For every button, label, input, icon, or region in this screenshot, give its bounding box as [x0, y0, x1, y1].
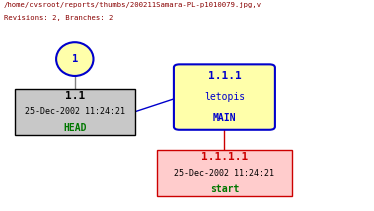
Bar: [15, 89, 135, 135]
Text: letopis: letopis: [204, 92, 245, 102]
Text: 1: 1: [72, 54, 78, 64]
Ellipse shape: [56, 42, 94, 76]
Bar: [157, 150, 292, 196]
Text: MAIN: MAIN: [213, 113, 236, 123]
Text: start: start: [210, 184, 239, 194]
Text: Revisions: 2, Branches: 2: Revisions: 2, Branches: 2: [4, 15, 113, 21]
Text: 1.1.1.1: 1.1.1.1: [201, 152, 248, 162]
Text: 25-Dec-2002 11:24:21: 25-Dec-2002 11:24:21: [174, 169, 275, 177]
Text: 25-Dec-2002 11:24:21: 25-Dec-2002 11:24:21: [25, 107, 125, 116]
Text: /home/cvsroot/reports/thumbs/200211Samara-PL-p1010079.jpg,v: /home/cvsroot/reports/thumbs/200211Samar…: [4, 2, 262, 8]
Text: HEAD: HEAD: [63, 123, 86, 133]
Text: 1.1: 1.1: [65, 91, 85, 101]
FancyBboxPatch shape: [174, 64, 275, 130]
Text: 1.1.1: 1.1.1: [208, 71, 241, 81]
